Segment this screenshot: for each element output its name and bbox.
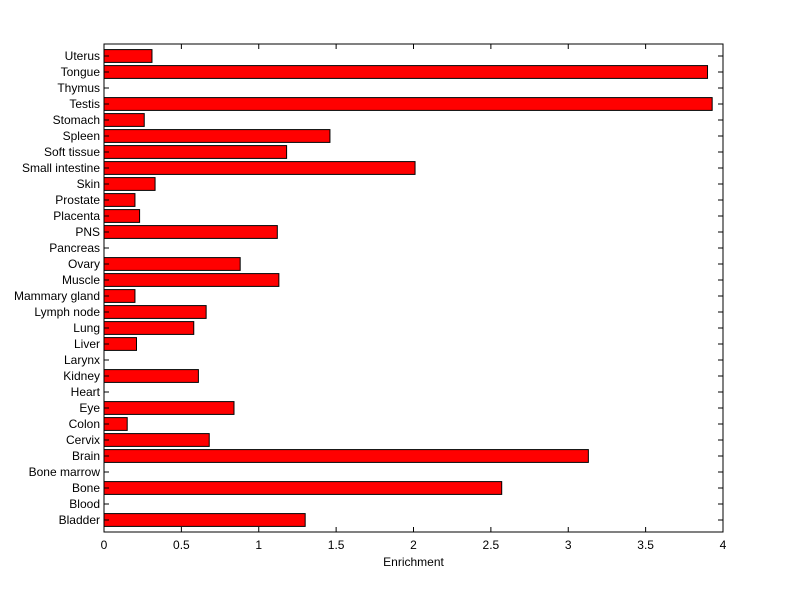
y-tick-label-ovary: Ovary	[68, 257, 100, 271]
y-tick-label-pancreas: Pancreas	[49, 241, 100, 255]
x-tick-label-0: 0	[101, 538, 108, 552]
y-tick-label-larynx: Larynx	[64, 353, 100, 367]
bar-small-intestine	[103, 161, 416, 175]
y-tick-label-pns: PNS	[75, 225, 100, 239]
bar-placenta	[103, 209, 141, 223]
bar-tongue	[103, 65, 709, 79]
x-axis-label: Enrichment	[383, 555, 444, 569]
y-tick-label-bone-marrow: Bone marrow	[29, 465, 101, 479]
bar-bladder	[103, 513, 306, 527]
bar-ovary	[103, 257, 241, 271]
bar-stomach	[103, 113, 145, 127]
y-tick-label-eye: Eye	[79, 401, 100, 415]
bar-lung	[103, 321, 195, 335]
y-tick-label-colon: Colon	[69, 417, 100, 431]
y-tick-label-bladder: Bladder	[59, 513, 100, 527]
bar-testis	[103, 97, 713, 111]
bar-eye	[103, 401, 235, 415]
x-tick-label-3: 1.5	[328, 538, 345, 552]
y-tick-label-testis: Testis	[69, 97, 100, 111]
x-tick-label-2: 1	[255, 538, 262, 552]
ticks-layer	[103, 44, 724, 532]
x-tick-label-6: 3	[565, 538, 572, 552]
x-tick-label-7: 3.5	[637, 538, 654, 552]
bar-skin	[103, 177, 156, 191]
y-tick-label-uterus: Uterus	[65, 49, 100, 63]
bar-muscle	[103, 273, 280, 287]
bar-uterus	[103, 49, 153, 63]
bar-pns	[103, 225, 278, 239]
y-tick-label-lymph-node: Lymph node	[34, 305, 100, 319]
y-tick-label-heart: Heart	[71, 385, 101, 399]
y-tick-label-stomach: Stomach	[53, 113, 100, 127]
y-tick-label-placenta: Placenta	[53, 209, 100, 223]
y-tick-label-tongue: Tongue	[61, 65, 101, 79]
y-tick-label-skin: Skin	[77, 177, 100, 191]
y-tick-labels: Uterus Tongue Thymus Testis Stomach Spleen Sof…	[14, 49, 101, 527]
x-tick-label-5: 2.5	[483, 538, 500, 552]
x-tick-label-8: 4	[720, 538, 727, 552]
bar-kidney	[103, 369, 199, 383]
x-tick-labels: 0 0.5 1 1.5 2 2.5 3 3.5 4	[101, 538, 727, 552]
y-tick-label-small-intestine: Small intestine	[22, 161, 100, 175]
y-tick-label-blood: Blood	[69, 497, 100, 511]
bar-spleen	[103, 129, 331, 143]
bar-bone	[103, 481, 503, 495]
y-tick-label-muscle: Muscle	[62, 273, 100, 287]
y-tick-label-mammary-gland: Mammary gland	[14, 289, 100, 303]
y-tick-label-spleen: Spleen	[63, 129, 100, 143]
bars-layer	[103, 49, 713, 527]
bar-lymph-node	[103, 305, 207, 319]
y-tick-label-bone: Bone	[72, 481, 100, 495]
y-tick-label-liver: Liver	[74, 337, 100, 351]
y-tick-label-prostate: Prostate	[55, 193, 100, 207]
y-tick-label-lung: Lung	[73, 321, 100, 335]
y-tick-label-brain: Brain	[72, 449, 100, 463]
y-tick-label-cervix: Cervix	[66, 433, 100, 447]
bar-brain	[103, 449, 589, 463]
y-tick-label-kidney: Kidney	[63, 369, 100, 383]
bar-soft-tissue	[103, 145, 288, 159]
y-tick-label-thymus: Thymus	[57, 81, 100, 95]
x-tick-label-4: 2	[410, 538, 417, 552]
bar-cervix	[103, 433, 210, 447]
x-tick-label-1: 0.5	[173, 538, 190, 552]
y-tick-label-soft-tissue: Soft tissue	[44, 145, 100, 159]
